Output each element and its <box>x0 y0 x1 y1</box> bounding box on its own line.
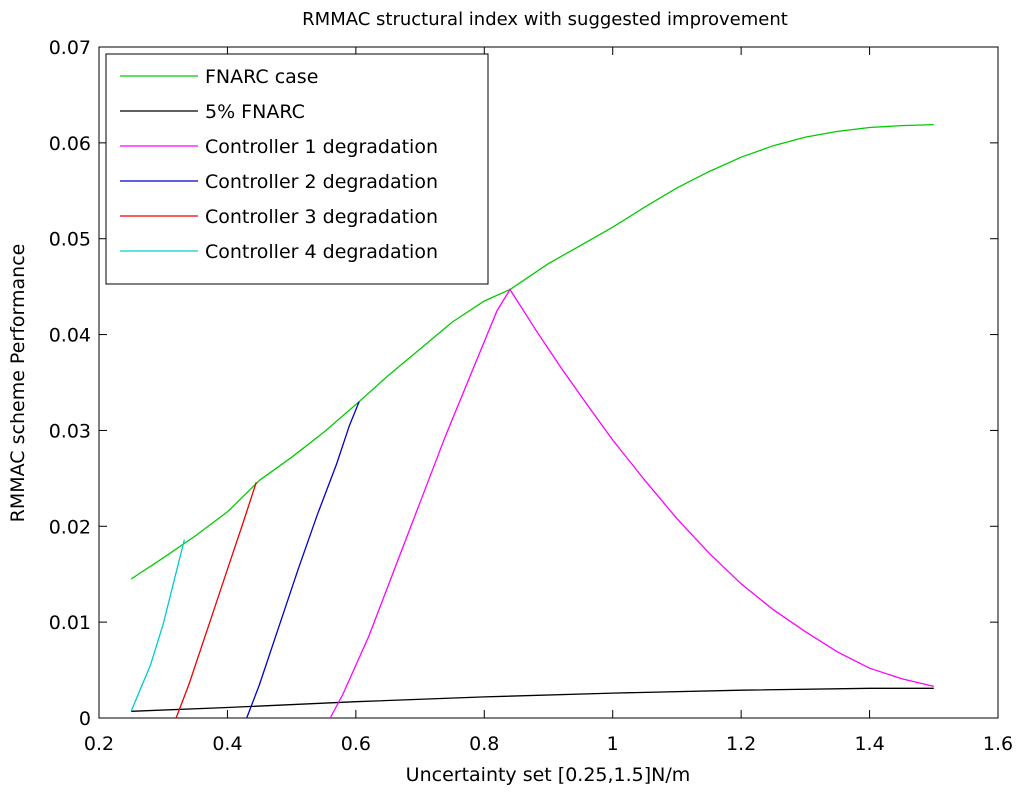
series-line-5 <box>175 481 257 719</box>
x-axis-label: Uncertainty set [0.25,1.5]N/m <box>406 764 691 786</box>
x-tick-label: 1.2 <box>726 733 756 755</box>
x-tick-label: 0.2 <box>84 733 114 755</box>
series-line-3 <box>329 288 934 719</box>
series-line-1 <box>130 123 934 580</box>
y-tick-label: 0.07 <box>49 37 91 59</box>
y-tick-label: 0.02 <box>49 516 91 538</box>
legend-label: FNARC case <box>205 66 318 88</box>
series-line-4 <box>246 401 360 719</box>
x-tick-label: 1.4 <box>854 733 884 755</box>
x-tick-label: 1 <box>607 733 619 755</box>
legend: FNARC case 5% FNARC Controller 1 degradati… <box>105 53 489 285</box>
y-tick-label: 0.06 <box>49 133 91 155</box>
x-tick-label: 0.6 <box>341 733 371 755</box>
legend-label: Controller 4 degradation <box>205 241 438 263</box>
y-axis-label: RMMAC scheme Performance <box>7 244 29 523</box>
y-tick-label: 0.04 <box>49 325 91 347</box>
y-tick-label: 0.01 <box>49 612 91 634</box>
legend-box <box>105 53 489 285</box>
y-tick-label: 0 <box>79 708 91 730</box>
legend-label: 5% FNARC <box>205 101 305 123</box>
series-line-6 <box>130 539 186 712</box>
series-line-2 <box>131 687 934 712</box>
x-tick-label: 1.6 <box>983 733 1013 755</box>
y-tick-label: 0.05 <box>49 229 91 251</box>
y-tick-label: 0.03 <box>49 420 91 442</box>
legend-label: Controller 2 degradation <box>205 171 438 193</box>
x-tick-label: 0.8 <box>469 733 499 755</box>
x-tick-label: 0.4 <box>212 733 242 755</box>
legend-label: Controller 1 degradation <box>205 136 438 158</box>
legend-label: Controller 3 degradation <box>205 206 438 228</box>
chart-title: RMMAC structural index with suggested im… <box>302 9 788 30</box>
